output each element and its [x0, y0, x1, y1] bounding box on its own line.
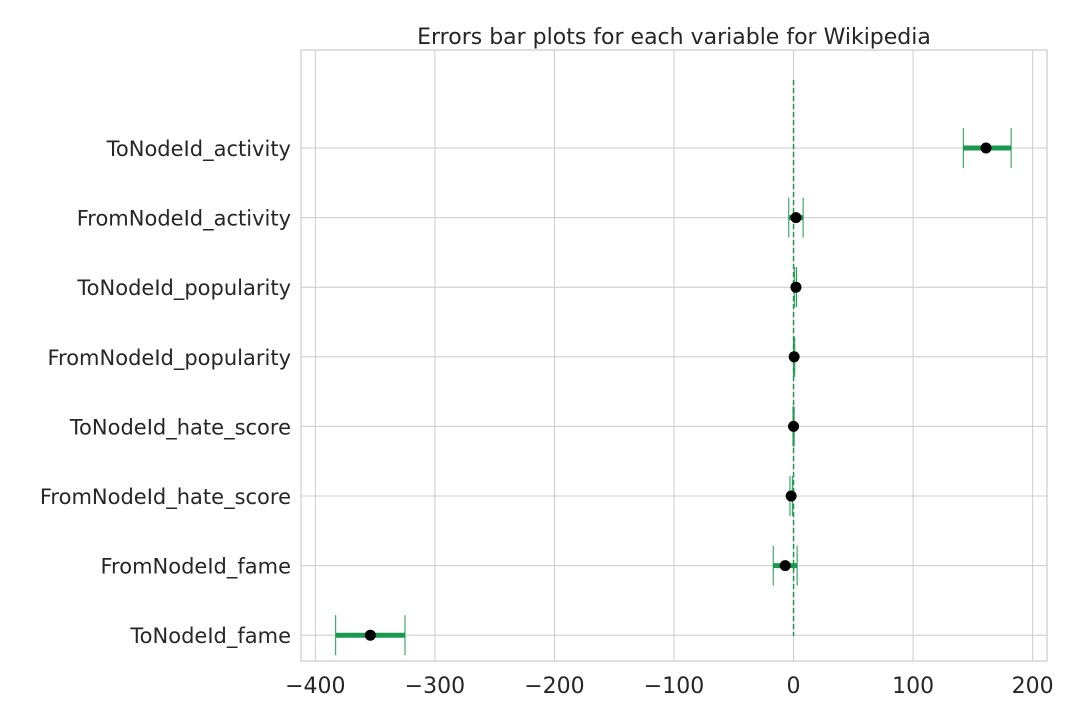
y-tick-label: ToNodeId_popularity: [76, 276, 291, 301]
x-tick-label: −400: [285, 674, 345, 699]
estimate-point: [980, 142, 992, 154]
errorbar-group: [962, 128, 1012, 168]
estimate-point: [788, 420, 800, 432]
errorbar-group: [785, 476, 797, 516]
errorbar-series: [335, 128, 1012, 656]
errorbar-group: [790, 267, 802, 308]
y-tick-label: FromNodeId_hate_score: [40, 485, 291, 510]
x-tick-label: 0: [787, 674, 801, 699]
y-tick-label: ToNodeId_fame: [129, 624, 291, 649]
x-tick-label: −200: [524, 674, 584, 699]
x-tick-label: −300: [405, 674, 465, 699]
chart-title: Errors bar plots for each variable for W…: [417, 25, 931, 50]
errorbar-group: [788, 197, 804, 238]
y-axis-ticks: ToNodeId_activity FromNodeId_activity ToNo…: [40, 137, 291, 649]
errorbar-group: [788, 406, 800, 447]
x-tick-label: −100: [644, 674, 704, 699]
x-tick-label: 200: [1012, 674, 1054, 699]
estimate-point: [788, 351, 800, 363]
plot-area: [300, 49, 1048, 662]
estimate-point: [790, 212, 802, 224]
x-axis-ticks: −400 −300 −200 −100 0 100 200: [285, 674, 1054, 699]
y-tick-label: ToNodeId_hate_score: [69, 415, 291, 440]
errorbar-group: [335, 615, 406, 656]
estimate-point: [790, 281, 802, 293]
errorbar-group: [788, 336, 800, 377]
estimate-point: [785, 490, 797, 502]
grid-lines: [301, 50, 1047, 661]
y-tick-label: ToNodeId_activity: [106, 137, 291, 162]
estimate-point: [779, 560, 791, 572]
y-tick-label: FromNodeId_popularity: [47, 346, 291, 371]
estimate-point: [364, 629, 376, 641]
errorbar-group: [772, 545, 798, 586]
y-tick-label: FromNodeId_fame: [101, 555, 292, 580]
x-tick-label: 100: [892, 674, 934, 699]
y-tick-label: FromNodeId_activity: [77, 207, 291, 232]
